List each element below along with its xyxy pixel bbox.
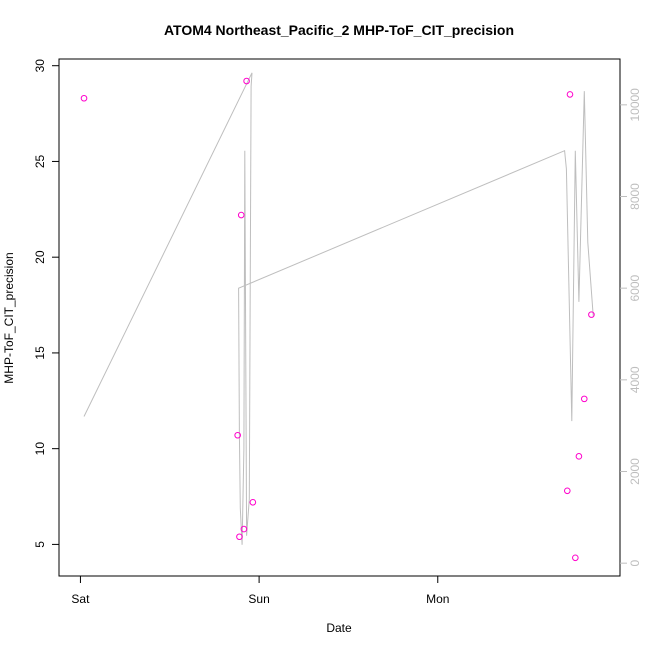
x-tick-label: Sat: [71, 592, 90, 606]
left-tick-label: 15: [33, 346, 47, 360]
data-point: [588, 311, 595, 318]
left-tick-label: 20: [33, 250, 47, 264]
bottom-axis: Sat Sun Mon: [71, 576, 449, 606]
data-point: [575, 453, 583, 460]
data-point: [240, 525, 248, 533]
right-tick-label: 2000: [628, 458, 642, 485]
data-point: [80, 94, 88, 102]
right-tick-label: 6000: [628, 274, 642, 301]
right-tick-label: 0: [628, 560, 642, 567]
data-point: [563, 487, 571, 495]
left-tick-label: 5: [33, 541, 47, 548]
data-point: [580, 395, 588, 403]
data-point: [572, 554, 579, 562]
left-tick-label: 10: [33, 442, 47, 456]
data-point: [236, 533, 243, 541]
data-point: [243, 77, 250, 85]
data-point: [249, 498, 257, 506]
left-tick-label: 30: [33, 59, 47, 73]
right-tick-label: 10000: [628, 88, 642, 122]
chart-title: ATOM4 Northeast_Pacific_2 MHP-ToF_CIT_pr…: [164, 22, 514, 38]
data-point: [237, 211, 245, 219]
plot-frame: [58, 58, 621, 577]
series-line: [83, 72, 594, 545]
right-tick-label: 4000: [628, 366, 642, 393]
data-point: [566, 91, 574, 98]
right-tick-label: 8000: [628, 183, 642, 210]
x-tick-label: Sun: [248, 592, 269, 606]
y-axis-label: MHP-ToF_CIT_precision: [2, 252, 16, 383]
data-point: [234, 431, 241, 439]
right-axis: 0 2000 4000 6000 8000 10000: [620, 88, 642, 567]
left-tick-label: 25: [33, 154, 47, 168]
line-series: [83, 72, 594, 545]
left-axis: 5 10 15 20 25 30: [33, 59, 59, 548]
x-tick-label: Mon: [426, 592, 449, 606]
x-axis-label: Date: [326, 621, 352, 635]
point-series: [80, 77, 595, 562]
